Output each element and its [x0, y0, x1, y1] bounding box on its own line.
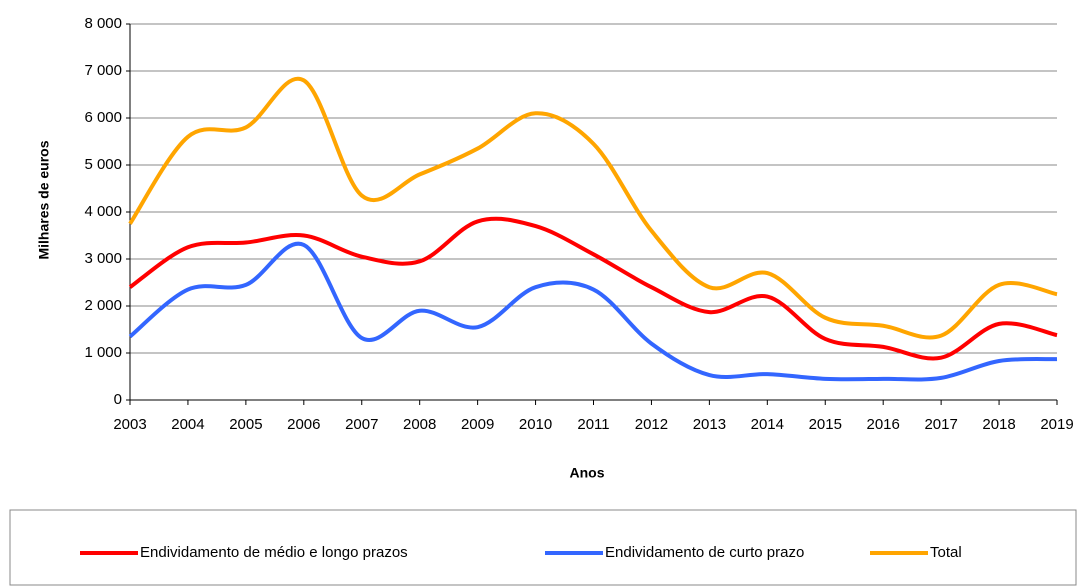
- x-axis-title: Anos: [570, 465, 605, 481]
- legend-label: Total: [930, 544, 962, 561]
- x-tick-label: 2006: [287, 416, 320, 433]
- x-tick-label: 2015: [809, 416, 842, 433]
- y-tick-label: 5 000: [84, 156, 122, 173]
- x-tick-label: 2011: [577, 416, 609, 433]
- x-tick-label: 2003: [113, 416, 146, 433]
- x-tick-label: 2009: [461, 416, 494, 433]
- x-tick-label: 2017: [924, 416, 957, 433]
- x-tick-label: 2005: [229, 416, 262, 433]
- y-tick-label: 3 000: [84, 250, 122, 267]
- y-tick-label: 2 000: [84, 297, 122, 314]
- legend-label: Endividamento de curto prazo: [605, 544, 804, 561]
- y-tick-label: 7 000: [84, 62, 122, 79]
- line-series: [128, 76, 1058, 340]
- x-tick-label: 2007: [345, 416, 378, 433]
- y-tick-label: 0: [114, 391, 122, 408]
- y-tick-label: 1 000: [84, 344, 122, 361]
- y-tick-label: 8 000: [84, 15, 122, 32]
- x-tick-label: 2010: [519, 416, 552, 433]
- x-tick-label: 2019: [1040, 416, 1073, 433]
- x-tick-label: 2013: [693, 416, 726, 433]
- x-tick-label: 2004: [171, 416, 204, 433]
- y-axis-title: Milhares de euros: [36, 140, 52, 259]
- y-tick-label: 6 000: [84, 109, 122, 126]
- y-tick-label: 4 000: [84, 203, 122, 220]
- x-tick-label: 2012: [635, 416, 668, 433]
- x-tick-label: 2018: [982, 416, 1015, 433]
- line-series: [128, 241, 1058, 382]
- line-series: [128, 216, 1058, 361]
- x-tick-label: 2014: [751, 416, 784, 433]
- x-tick-label: 2016: [867, 416, 900, 433]
- x-tick-label: 2008: [403, 416, 436, 433]
- legend-box: [9, 509, 1077, 586]
- legend-label: Endividamento de médio e longo prazos: [140, 544, 408, 561]
